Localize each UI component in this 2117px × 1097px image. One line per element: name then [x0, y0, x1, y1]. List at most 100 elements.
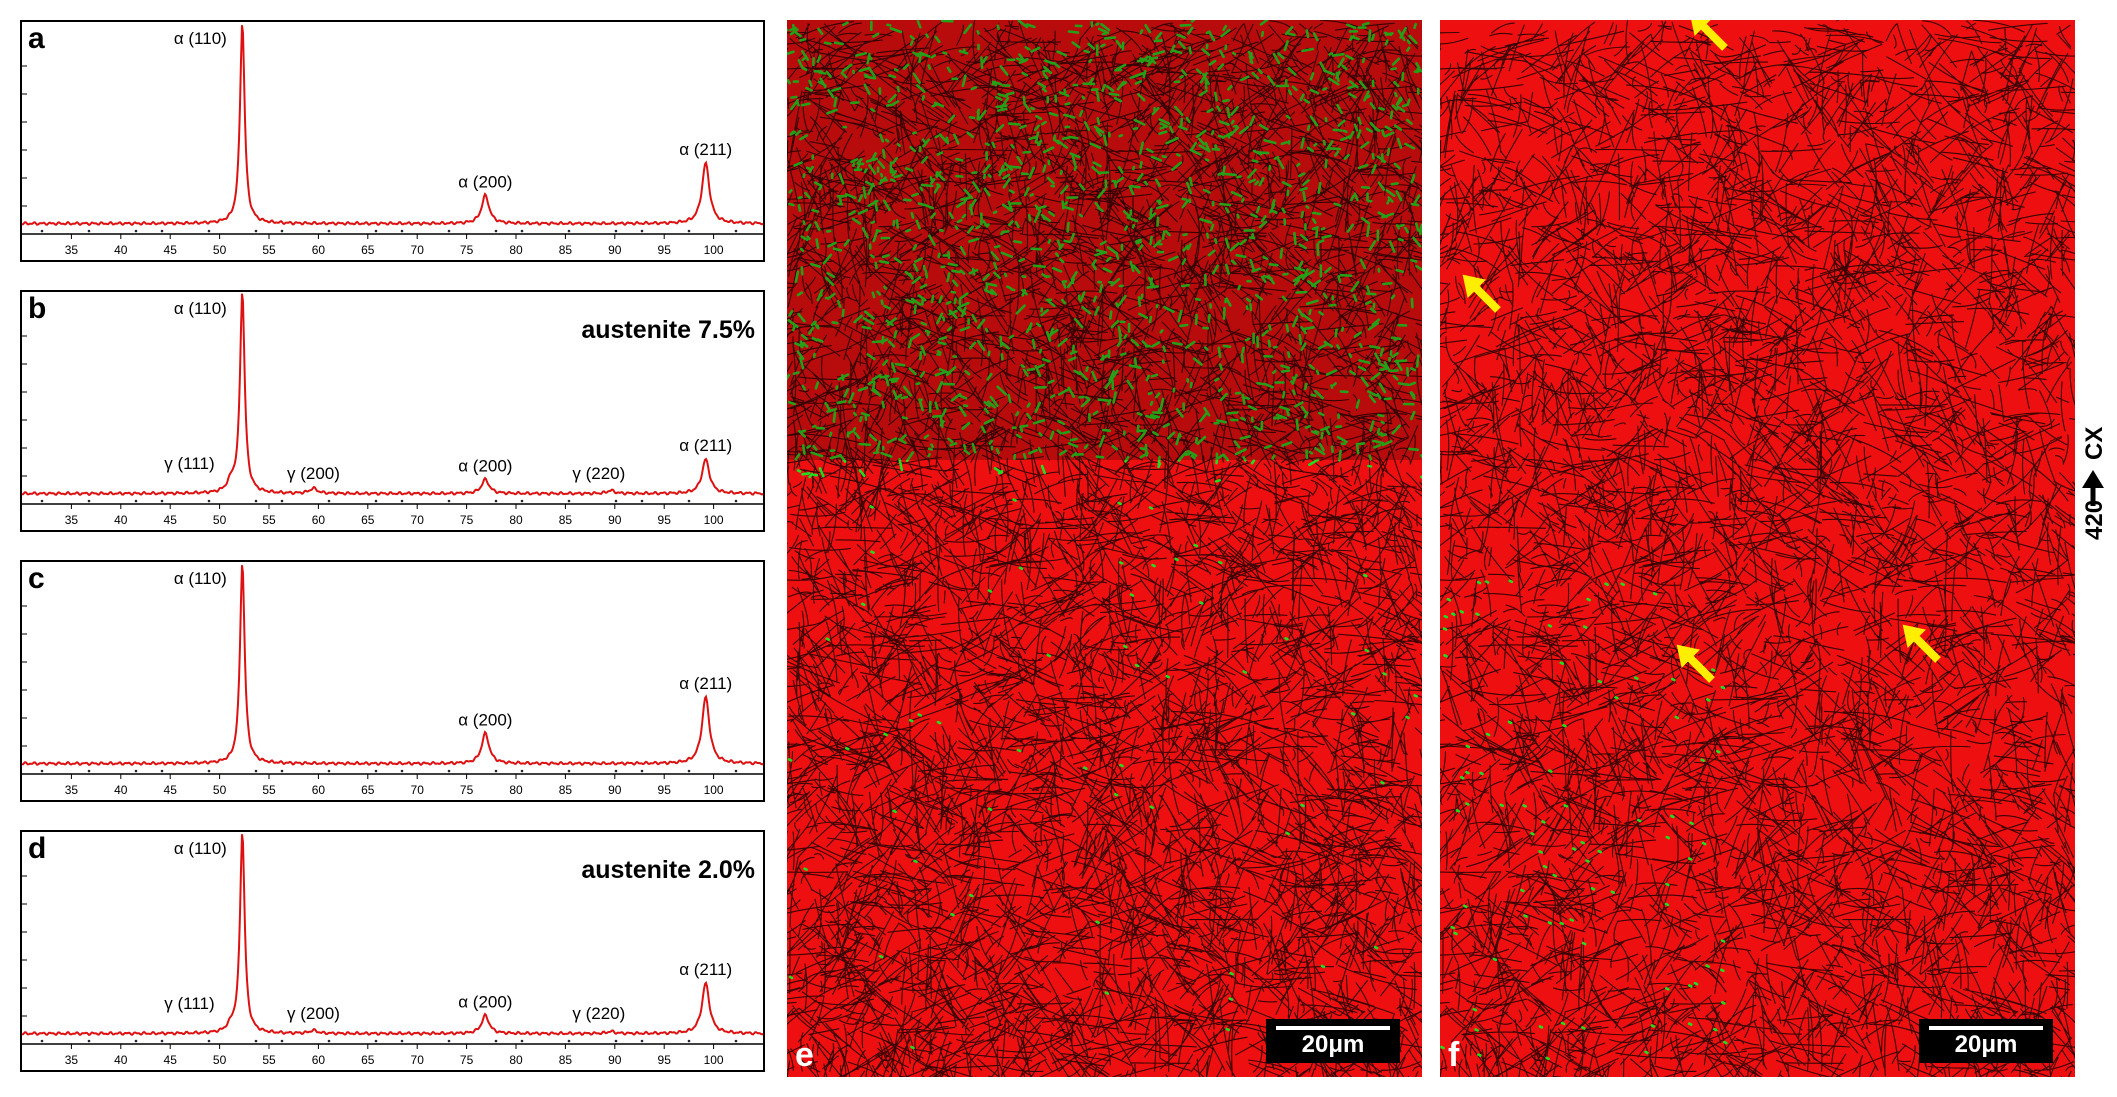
x-tick-label: 40 [114, 1053, 128, 1067]
x-tick-label: 70 [411, 513, 425, 527]
x-tick-label: 50 [213, 243, 227, 257]
phase-map-f: f 20μm [1440, 20, 2075, 1077]
peak-label: γ (200) [287, 464, 340, 483]
data-dot [447, 1039, 451, 1043]
x-tick-label: 40 [114, 783, 128, 797]
grain-boundaries [1440, 20, 2075, 1077]
data-dot [567, 769, 571, 773]
x-tick-label: 60 [312, 783, 326, 797]
peak-label: α (211) [679, 140, 732, 159]
data-dot [280, 229, 284, 233]
data-dot [40, 229, 44, 233]
map-label-e: e [795, 1036, 814, 1074]
data-dot [734, 499, 738, 503]
x-tick-label: 65 [361, 513, 375, 527]
data-dot [254, 769, 258, 773]
x-tick-label: 95 [658, 243, 672, 257]
xrd-panel-d: 35 40 45 50 55 60 65 70 75 80 85 90 95 100 γ (111) α (1… [20, 830, 765, 1072]
data-dot [87, 499, 91, 503]
data-dot [614, 1039, 618, 1043]
data-dot [640, 229, 644, 233]
data-dot [400, 1039, 404, 1043]
data-dot [520, 499, 524, 503]
panel-label-b: b [28, 292, 47, 325]
data-dot [134, 499, 138, 503]
data-dot [494, 499, 498, 503]
data-dot [40, 769, 44, 773]
x-tick-label: 65 [361, 783, 375, 797]
data-dot [327, 229, 331, 233]
data-dot [400, 769, 404, 773]
x-tick-label: 60 [312, 513, 326, 527]
peak-label: α (200) [458, 992, 512, 1011]
data-dot [327, 1039, 331, 1043]
xrd-plot-a: 35 40 45 50 55 60 65 70 75 80 85 90 95 100 α (110) α (2… [22, 25, 764, 257]
data-dot [160, 229, 164, 233]
arrow-head [1689, 20, 1713, 36]
x-tick-label: 65 [361, 1053, 375, 1067]
austenite-phase [787, 20, 1422, 1050]
phase-map-f-texture [1440, 20, 2075, 1077]
yellow-arrow-icon [1676, 644, 1715, 683]
austenite-annotation-d: austenite 2.0% [581, 856, 755, 884]
data-dot [734, 229, 738, 233]
x-tick-label: 45 [164, 243, 178, 257]
x-tick-label: 55 [262, 1053, 276, 1067]
data-dot [374, 769, 378, 773]
data-dot [447, 499, 451, 503]
x-tick-label: 95 [658, 513, 672, 527]
xrd-plot-b: 35 40 45 50 55 60 65 70 75 80 85 90 95 100 γ (111) α (1… [22, 293, 764, 527]
xrd-plot-d: 35 40 45 50 55 60 65 70 75 80 85 90 95 100 γ (111) α (1… [22, 834, 764, 1067]
peak-label: α (211) [679, 674, 732, 693]
data-dot [87, 229, 91, 233]
arrow-shaft [1912, 634, 1941, 663]
data-dot [254, 229, 258, 233]
arrow-up-icon [2082, 470, 2104, 506]
peak-label: α (110) [174, 299, 227, 318]
direction-number: 420 [2081, 500, 2108, 540]
x-tick-label: 100 [704, 243, 724, 257]
x-tick-label: 45 [164, 1053, 178, 1067]
fine-structure-region [787, 20, 1422, 460]
boundary-lines [787, 20, 1422, 1077]
x-tick-label: 65 [361, 243, 375, 257]
arrow-shaft [1686, 654, 1715, 683]
austenite-phase [1440, 579, 1728, 1061]
data-dot [494, 229, 498, 233]
x-tick-label: 85 [559, 1053, 573, 1067]
data-dot [687, 769, 691, 773]
data-dot [520, 1039, 524, 1043]
peak-label: α (211) [679, 436, 732, 455]
data-dot [327, 499, 331, 503]
panel-label-c: c [28, 562, 45, 595]
x-tick-label: 80 [509, 243, 523, 257]
x-tick-label: 95 [658, 783, 672, 797]
xrd-panel-a: 35 40 45 50 55 60 65 70 75 80 85 90 95 100 α (110) α (2… [20, 20, 765, 262]
data-dot [160, 499, 164, 503]
data-dot [374, 499, 378, 503]
peak-label: α (211) [679, 960, 732, 979]
data-dot [687, 499, 691, 503]
scale-bar-line [1276, 1026, 1390, 1030]
xrd-line [22, 834, 764, 1037]
boundary-lines [1440, 20, 2075, 1077]
data-dot [400, 229, 404, 233]
data-dot [640, 1039, 644, 1043]
direction-text: CX [2081, 427, 2108, 460]
x-tick-label: 90 [608, 513, 622, 527]
arrow-head [1462, 274, 1486, 298]
yellow-arrow-icon [1902, 624, 1941, 663]
xrd-panel-c: 35 40 45 50 55 60 65 70 75 80 85 90 95 100 α (110) α (2… [20, 560, 765, 802]
peak-label: γ (111) [164, 454, 214, 473]
scale-bar-line [1929, 1026, 2043, 1030]
x-tick-label: 90 [608, 1053, 622, 1067]
x-tick-label: 45 [164, 513, 178, 527]
data-dot [494, 1039, 498, 1043]
data-dot [520, 769, 524, 773]
yellow-arrow-icon [1689, 20, 1728, 51]
x-tick-label: 35 [65, 783, 79, 797]
x-tick-label: 55 [262, 513, 276, 527]
data-dot [40, 1039, 44, 1043]
data-dot [280, 499, 284, 503]
data-dot [207, 229, 211, 233]
